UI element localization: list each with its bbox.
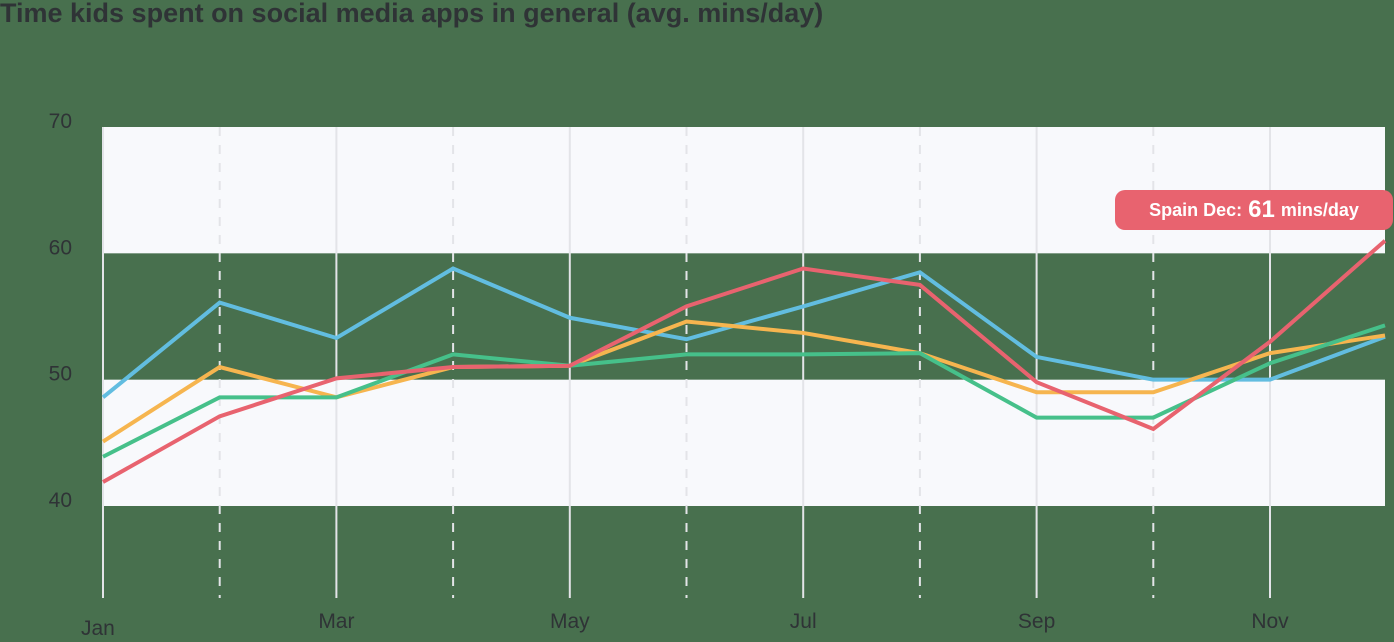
tooltip-value: 61: [1248, 196, 1275, 223]
x-tick-label: May: [550, 610, 590, 633]
tooltip-prefix: Spain Dec:: [1149, 199, 1243, 220]
y-tick-label: 50: [49, 363, 72, 386]
y-axis-ticks: 40 50 60 70: [49, 110, 72, 512]
y-tick-label: 60: [49, 236, 72, 259]
y-tick-label: 70: [49, 110, 72, 133]
data-lines: [101, 239, 1387, 484]
x-tick-label: Sep: [1018, 610, 1055, 633]
series-line: [101, 266, 1386, 399]
y-tick-label: 40: [49, 489, 72, 512]
series-line: [102, 239, 1387, 484]
x-tick-label: Jan: [81, 617, 115, 640]
x-axis-ticks: Jan Mar May Jul Sep Nov: [81, 610, 1289, 640]
spain-dec-tooltip: Spain Dec: 61 mins/day: [1115, 190, 1393, 230]
series-line: [102, 323, 1386, 459]
x-tick-label: Mar: [318, 610, 354, 633]
tooltip-suffix: mins/day: [1280, 199, 1359, 220]
x-tick-label: Jul: [790, 610, 817, 633]
series-line: [101, 319, 1386, 444]
x-tick-label: Nov: [1251, 610, 1289, 633]
chart-title: Time kids spent on social media apps in …: [0, 0, 824, 28]
light-band: [103, 379, 1385, 506]
background-bands: [103, 127, 1385, 506]
